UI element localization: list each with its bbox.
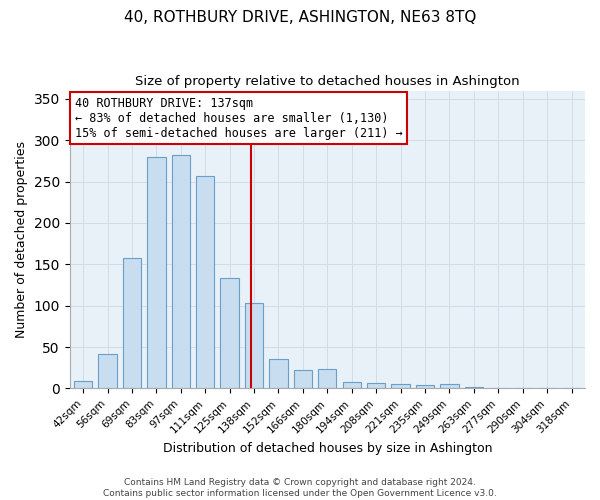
- Bar: [172, 155, 190, 388]
- Bar: [147, 157, 166, 388]
- X-axis label: Distribution of detached houses by size in Ashington: Distribution of detached houses by size …: [163, 442, 492, 455]
- Bar: [391, 384, 410, 388]
- Bar: [343, 382, 361, 388]
- Bar: [318, 370, 337, 388]
- Title: Size of property relative to detached houses in Ashington: Size of property relative to detached ho…: [135, 75, 520, 88]
- Bar: [123, 258, 141, 388]
- Text: Contains HM Land Registry data © Crown copyright and database right 2024.
Contai: Contains HM Land Registry data © Crown c…: [103, 478, 497, 498]
- Bar: [440, 384, 458, 388]
- Y-axis label: Number of detached properties: Number of detached properties: [15, 141, 28, 338]
- Bar: [269, 358, 287, 388]
- Bar: [220, 278, 239, 388]
- Text: 40, ROTHBURY DRIVE, ASHINGTON, NE63 8TQ: 40, ROTHBURY DRIVE, ASHINGTON, NE63 8TQ: [124, 10, 476, 25]
- Bar: [416, 385, 434, 388]
- Text: 40 ROTHBURY DRIVE: 137sqm
← 83% of detached houses are smaller (1,130)
15% of se: 40 ROTHBURY DRIVE: 137sqm ← 83% of detac…: [75, 96, 403, 140]
- Bar: [245, 303, 263, 388]
- Bar: [465, 387, 483, 388]
- Bar: [196, 176, 214, 388]
- Bar: [98, 354, 116, 388]
- Bar: [74, 381, 92, 388]
- Bar: [294, 370, 312, 388]
- Bar: [367, 382, 385, 388]
